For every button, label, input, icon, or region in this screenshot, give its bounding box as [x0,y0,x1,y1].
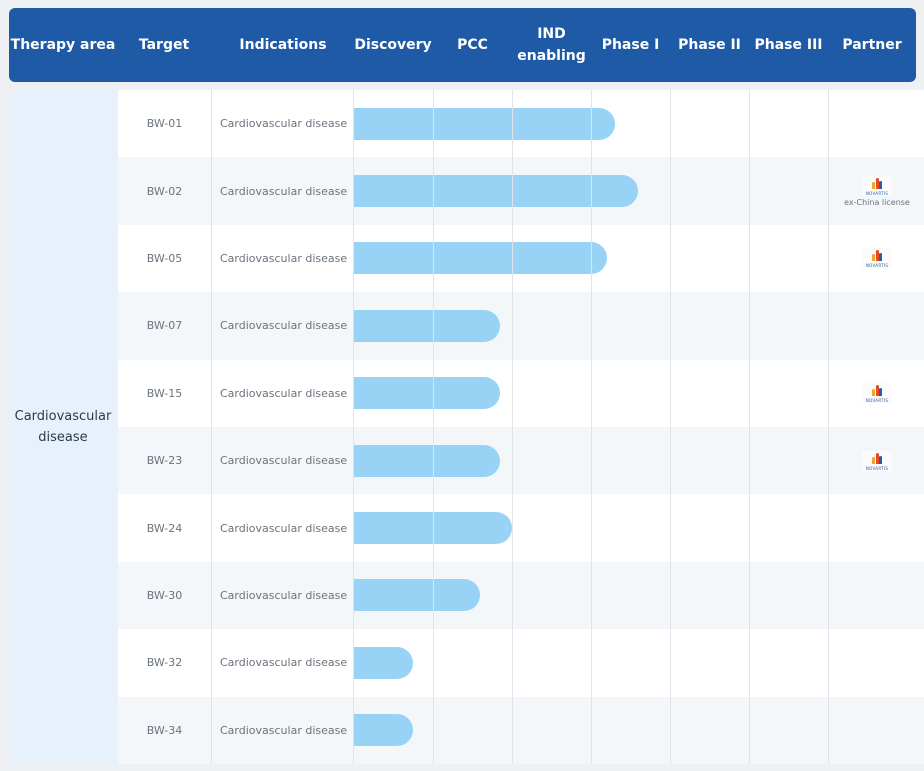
progress-bar [354,714,414,747]
target-cell: BW-02 [146,184,183,198]
progress-bar [354,107,615,140]
indication-cell: Cardiovascular disease [220,588,348,602]
partner-cell: NOVARTIS [830,360,924,427]
indication-cell: Cardiovascular disease [220,184,348,198]
partner-license-note: ex-China license [844,197,910,207]
partner-logo-text: NOVARTIS [865,190,889,196]
novartis-logo: NOVARTIS [862,383,892,404]
target-cell: BW-34 [146,723,183,737]
flame-icon [871,385,883,397]
progress-bar [354,309,501,342]
col-header-phase-1: Phase I [601,37,660,53]
target-cell: BW-01 [146,117,183,131]
target-cell: BW-15 [146,386,183,400]
col-header-ind-enabling: IND enabling [517,26,586,64]
table-row: BW-30 Cardiovascular disease [118,561,924,630]
partner-logo-text: NOVARTIS [865,398,889,404]
column-divider [433,90,434,764]
column-divider [749,90,750,764]
progress-bar [354,444,501,477]
target-cell: BW-24 [146,521,183,535]
table-row: BW-23 Cardiovascular disease NOVARTIS [118,427,924,495]
partner-logo-text: NOVARTIS [865,263,889,269]
progress-bar [354,579,481,612]
col-header-partner: Partner [842,37,902,53]
col-header-phase-3: Phase III [754,37,823,53]
col-header-discovery: Discovery [354,37,432,53]
col-header-indications: Indications [239,37,327,53]
target-cell: BW-32 [146,656,183,670]
partner-cell: NOVARTIS [830,427,924,494]
table-row: BW-15 Cardiovascular disease NOVARTIS [118,359,924,427]
flame-icon [871,250,883,262]
pipeline-rows: BW-01 Cardiovascular disease BW-02 Cardiova… [118,90,924,764]
target-cell: BW-30 [146,588,183,602]
partner-cell: NOVARTIS [830,225,924,292]
pipeline-header: Therapy area Target Indications Discover… [9,8,916,82]
table-row: BW-32 Cardiovascular disease [118,629,924,697]
indication-cell: Cardiovascular disease [220,723,348,737]
indication-cell: Cardiovascular disease [220,251,348,265]
col-header-phase-2: Phase II [678,37,741,53]
indication-cell: Cardiovascular disease [220,454,348,468]
progress-bar [354,646,414,679]
partner-cell: NOVARTIS ex-China license [830,157,924,224]
table-row: BW-34 Cardiovascular disease [118,696,924,764]
col-header-target: Target [138,37,190,53]
progress-bar [354,175,639,208]
col-header-pcc: PCC [457,37,488,53]
target-cell: BW-07 [146,319,183,333]
column-divider [591,90,592,764]
column-divider [670,90,671,764]
target-cell: BW-05 [146,251,183,265]
column-divider [211,90,212,764]
flame-icon [871,452,883,464]
flame-icon [871,177,883,189]
partner-logo-text: NOVARTIS [865,465,889,471]
column-divider [512,90,513,764]
novartis-logo: NOVARTIS [862,450,892,471]
column-divider [353,90,354,764]
table-row: BW-01 Cardiovascular disease [118,90,924,158]
column-divider [828,90,829,764]
target-cell: BW-23 [146,454,183,468]
indication-cell: Cardiovascular disease [220,386,348,400]
table-row: BW-02 Cardiovascular disease NOVARTIS ex-Ch… [118,157,924,225]
novartis-logo: NOVARTIS [862,248,892,269]
table-row: BW-07 Cardiovascular disease [118,292,924,360]
table-row: BW-24 Cardiovascular disease [118,494,924,562]
novartis-logo: NOVARTIS [862,175,892,196]
indication-cell: Cardiovascular disease [220,656,348,670]
therapy-area-cell: Cardiovascular disease [9,90,117,764]
progress-bar [354,242,607,275]
progress-bar [354,377,501,410]
therapy-area-label: Cardiovascular disease [14,409,112,445]
indication-cell: Cardiovascular disease [220,117,348,131]
indication-cell: Cardiovascular disease [220,319,348,333]
table-row: BW-05 Cardiovascular disease NOVARTIS [118,224,924,293]
indication-cell: Cardiovascular disease [220,521,348,535]
col-header-therapy-area: Therapy area [10,37,116,53]
